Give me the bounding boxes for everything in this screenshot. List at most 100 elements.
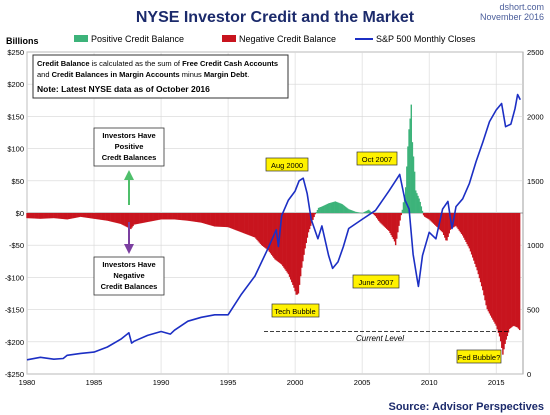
negative-credit-bar [101, 213, 103, 220]
negative-credit-bar [72, 213, 74, 219]
negative-credit-bar [235, 213, 237, 231]
negative-credit-bar [26, 213, 28, 219]
y-left-tick-label: -$50 [9, 241, 24, 250]
negative-credit-bar [259, 213, 262, 244]
negative-credit-bar [487, 213, 490, 312]
positive-credit-bar [327, 203, 330, 213]
positive-credit-bar [342, 204, 344, 213]
negative-credit-bar [275, 213, 277, 261]
negative-credit-bar [205, 213, 207, 224]
negative-credit-bar [27, 213, 29, 219]
negative-credit-bar [299, 213, 302, 277]
y-left-tick-label: $100 [7, 145, 24, 154]
negative-credit-bar [97, 213, 100, 220]
y-left-tick-label: $0 [16, 209, 24, 218]
negative-credit-bar [228, 213, 230, 228]
negative-credit-bar [250, 213, 253, 237]
negative-credit-bar [81, 213, 83, 218]
negative-credit-bar [495, 213, 497, 326]
negative-credit-bar [466, 213, 468, 245]
y-right-tick-label: 0 [527, 370, 531, 379]
negative-credit-bar [510, 213, 512, 329]
negative-credit-bar [32, 213, 35, 219]
negative-credit-bar [48, 213, 51, 219]
negative-credit-bar [36, 213, 38, 219]
negative-credit-bar [435, 213, 437, 226]
negative-credit-bar [445, 213, 447, 241]
negative-credit-bar [422, 213, 425, 216]
negative-credit-bar [279, 213, 282, 264]
negative-credit-bar [251, 213, 254, 237]
credit-balance-series [26, 104, 521, 355]
negative-credit-bar [227, 213, 229, 228]
positive-callout-line-3: Credt Balances [102, 153, 157, 162]
negative-credit-bar [463, 213, 465, 238]
negative-credit-bar [164, 213, 167, 220]
negative-credit-bar [194, 213, 197, 222]
positive-credit-bar [413, 171, 416, 213]
negative-credit-bar [386, 213, 388, 229]
negative-credit-bar [226, 213, 228, 228]
negative-credit-bar [291, 213, 293, 283]
negative-credit-bar [301, 213, 303, 268]
negative-credit-bar [102, 213, 104, 221]
negative-credit-bar [256, 213, 258, 241]
callout-aug-2000-label: Aug 2000 [271, 161, 303, 170]
negative-credit-bar [492, 213, 494, 320]
y-left-tick-label: -$100 [5, 273, 24, 282]
negative-credit-bar [308, 213, 311, 230]
legend-negative-swatch [222, 35, 236, 42]
negative-credit-bar [190, 213, 192, 222]
positive-credit-bar [340, 203, 342, 213]
negative-credit-bar [441, 213, 444, 233]
negative-credit-bar [46, 213, 48, 219]
negative-credit-bar [37, 213, 39, 219]
negative-credit-bar [267, 213, 270, 251]
negative-credit-bar [117, 213, 120, 224]
negative-callout-line-3: Credit Balances [101, 282, 158, 291]
negative-credit-bar [150, 213, 152, 222]
x-tick-label: 1985 [86, 378, 103, 387]
negative-credit-bar [197, 213, 199, 223]
negative-credit-bar [294, 213, 296, 292]
negative-credit-bar [114, 213, 116, 223]
negative-credit-bar [160, 213, 162, 220]
negative-credit-bar [306, 213, 309, 238]
chart-title: NYSE Investor Credit and the Market [136, 9, 415, 26]
y-left-tick-label: -$200 [5, 338, 24, 347]
positive-credit-bar [315, 212, 318, 213]
negative-credit-bar [54, 213, 56, 219]
y-left-tick-label: $150 [7, 112, 24, 121]
negative-credit-bar [111, 213, 113, 222]
negative-credit-bar [375, 213, 378, 218]
sp500-line [26, 93, 522, 361]
negative-credit-bar [274, 213, 276, 260]
negative-credit-bar [79, 213, 82, 217]
negative-credit-bar [198, 213, 200, 223]
negative-credit-bar [512, 213, 514, 327]
negative-credit-bar [174, 213, 177, 220]
negative-credit-bar [161, 213, 163, 220]
negative-credit-bar [56, 213, 58, 219]
positive-credit-bar [403, 194, 406, 213]
negative-credit-bar [136, 213, 139, 224]
x-tick-label: 2015 [488, 378, 505, 387]
callout-tech-bubble: Tech Bubble [271, 303, 320, 318]
callout-oct-2007-label: Oct 2007 [362, 155, 392, 164]
negative-credit-bar [382, 213, 385, 226]
negative-credit-bar [506, 213, 509, 337]
negative-credit-bar [107, 213, 110, 221]
negative-credit-bar [428, 213, 430, 220]
negative-credit-bar [192, 213, 195, 222]
negative-credit-bar [513, 213, 515, 326]
callout-aug-2000: Aug 2000 [265, 157, 309, 172]
negative-credit-bar [394, 213, 397, 246]
negative-credit-bar [249, 213, 252, 236]
negative-credit-bar [311, 213, 313, 223]
positive-credit-bar [420, 206, 423, 213]
negative-credit-bar [436, 213, 438, 227]
x-tick-label: 2000 [287, 378, 304, 387]
negative-credit-bar [175, 213, 178, 220]
negative-credit-bar [38, 213, 40, 219]
negative-credit-bar [178, 213, 180, 220]
